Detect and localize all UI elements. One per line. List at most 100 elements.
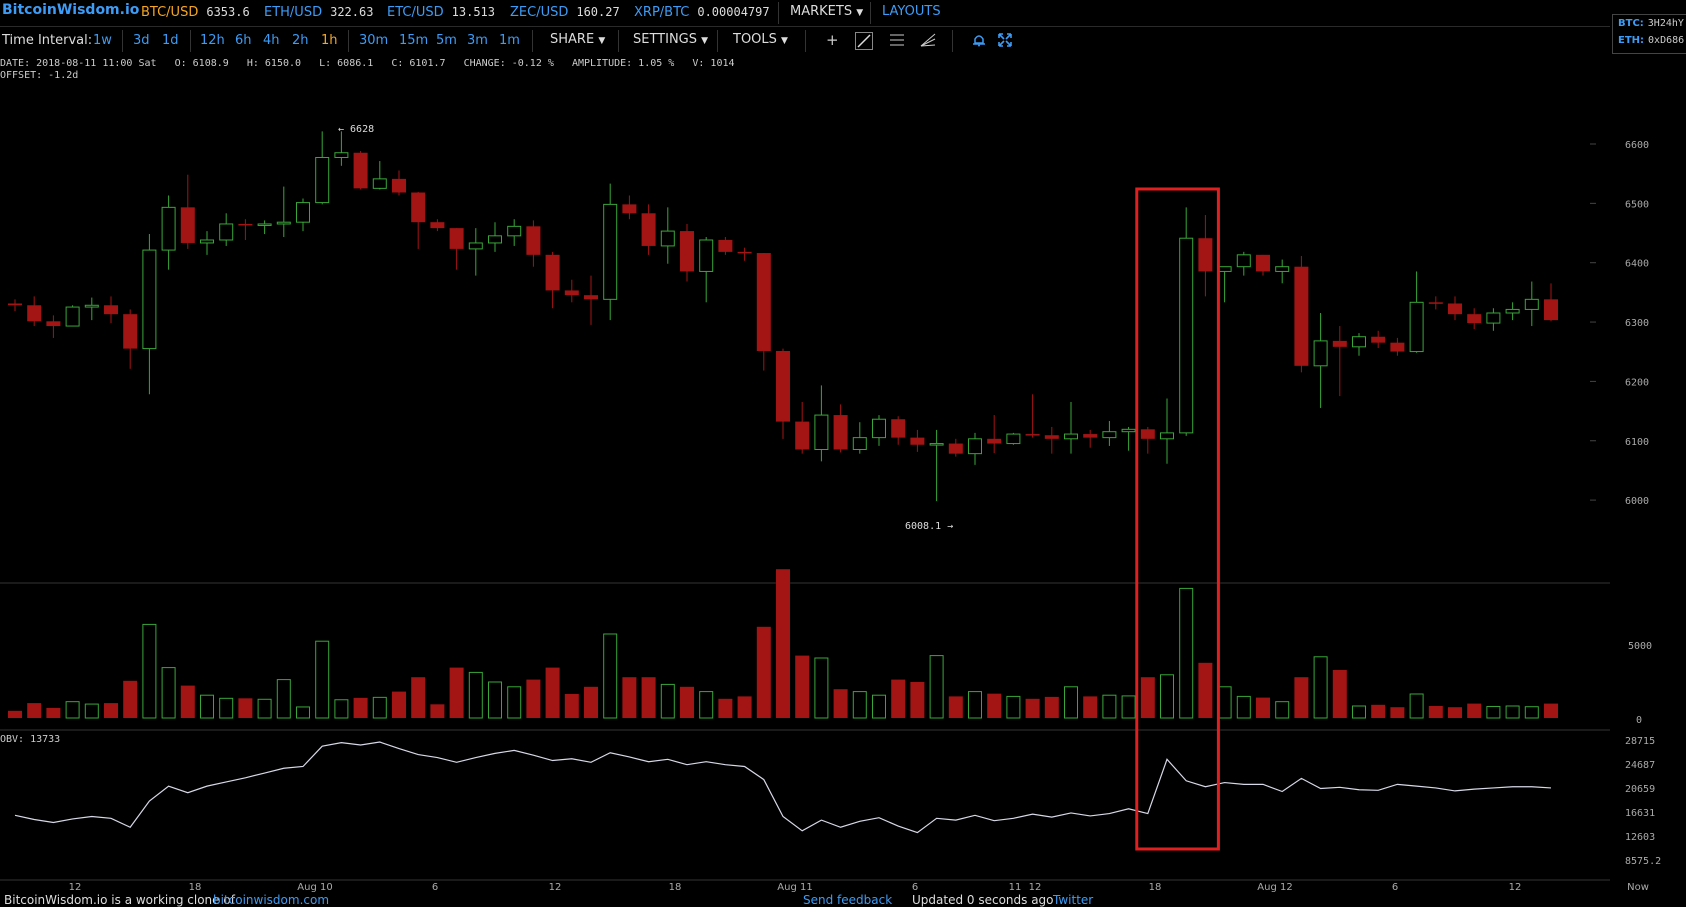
time-axis-label: 11 — [1009, 882, 1022, 893]
time-axis-label: 12 — [69, 882, 82, 893]
low-price-annotation: 6008.1 → — [905, 521, 953, 532]
tools-menu[interactable]: TOOLS ▼ — [733, 32, 788, 47]
interval-3d[interactable]: 3d — [133, 33, 150, 48]
candle-body — [968, 438, 982, 455]
interval-12h[interactable]: 12h — [200, 33, 225, 48]
eth-address-row[interactable]: ETH: 0xD686 — [1613, 32, 1686, 49]
volume-bar — [488, 681, 502, 719]
interval-15m[interactable]: 15m — [399, 33, 429, 48]
candle-body — [276, 221, 291, 225]
volume-bar — [238, 698, 253, 718]
candle-body — [372, 178, 387, 189]
interval-4h[interactable]: 4h — [263, 33, 280, 48]
divider — [805, 30, 806, 52]
crosshair-icon[interactable]: + — [826, 31, 839, 49]
time-axis-label: 18 — [669, 882, 682, 893]
price-axis-label: 6100 — [1625, 437, 1649, 448]
interval-3m[interactable]: 3m — [467, 33, 488, 48]
ticker-zec-usd[interactable]: ZEC/USD 160.27 — [510, 5, 620, 20]
volume-bar — [180, 685, 195, 718]
volume-bar — [756, 626, 771, 718]
btc-address-value: 3H24hY — [1647, 18, 1684, 29]
settings-menu[interactable]: SETTINGS ▼ — [633, 32, 708, 47]
obv-axis-label: 16631 — [1625, 808, 1655, 819]
eth-address-value: 0xD686 — [1648, 35, 1685, 46]
volume-axis-label: 5000 — [1628, 641, 1652, 652]
btc-address-row[interactable]: BTC: 3H24hY — [1613, 15, 1686, 32]
interval-1d[interactable]: 1d — [162, 33, 179, 48]
divider — [532, 30, 533, 52]
layouts-link[interactable]: LAYOUTS — [882, 4, 941, 19]
twitter-link[interactable]: Twitter — [1053, 893, 1094, 907]
divider — [717, 30, 718, 52]
candle-body — [1217, 266, 1232, 272]
candle-body — [948, 443, 963, 454]
volume-bar — [1390, 707, 1405, 718]
volume-bar — [104, 703, 118, 718]
candle-body — [1160, 432, 1174, 440]
candle-body — [756, 253, 771, 351]
candle-body — [123, 314, 138, 349]
price-axis-label: 6500 — [1625, 199, 1649, 210]
clone-link[interactable]: bitcoinwisdom.com — [213, 893, 330, 907]
candle-body — [776, 350, 790, 422]
fibonacci-fan-icon[interactable] — [920, 33, 936, 51]
ticker-value: 13.513 — [451, 5, 495, 19]
ticker-etc-usd[interactable]: ETC/USD 13.513 — [387, 5, 495, 20]
volume-bar — [737, 696, 752, 718]
time-axis-label: Aug 11 — [777, 882, 812, 893]
ticker-xrp-btc[interactable]: XRP/BTC 0.00004797 — [634, 5, 770, 20]
ticker-btc-usd[interactable]: BTC/USD 6353.6 — [141, 5, 250, 20]
candle-body — [545, 254, 560, 291]
candle-body — [929, 443, 944, 446]
divider — [778, 2, 779, 24]
ticker-symbol: XRP/BTC — [634, 5, 690, 20]
candle-body — [1083, 434, 1098, 438]
markets-menu[interactable]: MARKETS ▼ — [790, 4, 863, 19]
volume-bar — [699, 691, 714, 719]
share-menu[interactable]: SHARE ▼ — [550, 32, 605, 47]
candle-body — [1371, 336, 1386, 343]
volume-bar — [1160, 674, 1174, 719]
volume-bar — [200, 694, 214, 719]
alarm-bell-icon[interactable] — [972, 33, 986, 51]
volume-bar — [315, 640, 330, 719]
volume-bar — [372, 696, 387, 719]
volume-bar — [603, 633, 618, 719]
trendline-icon[interactable] — [855, 32, 873, 54]
horizontal-lines-icon[interactable] — [889, 33, 905, 51]
candle-body — [584, 295, 598, 300]
candle-info: DATE: 2018-08-11 11:00 Sat O: 6108.9 H: … — [0, 58, 735, 82]
divider — [190, 30, 191, 52]
volume-bar — [833, 689, 848, 718]
time-axis-label: 18 — [1149, 882, 1162, 893]
fullscreen-icon[interactable] — [998, 33, 1012, 51]
volume-bar — [353, 697, 368, 718]
divider — [122, 30, 123, 52]
highlight-box — [1135, 187, 1220, 851]
candle-body — [603, 203, 618, 300]
interval-1m[interactable]: 1m — [499, 33, 520, 48]
send-feedback-link[interactable]: Send feedback — [803, 893, 893, 907]
candle-body — [814, 414, 829, 450]
candle-body — [180, 207, 195, 243]
volume-bar — [910, 682, 925, 718]
time-axis-label: Now — [1627, 882, 1649, 893]
interval-5m[interactable]: 5m — [436, 33, 457, 48]
ticker-eth-usd[interactable]: ETH/USD 322.63 — [264, 5, 373, 20]
footer: BitcoinWisdom.io is a working clone of b… — [0, 893, 1686, 907]
candle-body — [737, 251, 752, 254]
price-axis-label: 6200 — [1625, 377, 1649, 388]
interval-30m[interactable]: 30m — [359, 33, 389, 48]
candle-body — [8, 303, 22, 306]
site-logo[interactable]: BitcoinWisdom.io — [2, 2, 140, 18]
interval-6h[interactable]: 6h — [235, 33, 252, 48]
volume-bar — [8, 710, 22, 718]
interval-1h[interactable]: 1h — [321, 33, 338, 48]
time-axis-label: 12 — [1029, 882, 1042, 893]
interval-2h[interactable]: 2h — [292, 33, 309, 48]
candle-body — [1524, 298, 1539, 310]
interval-1w[interactable]: 1w — [93, 33, 112, 48]
candle-body — [84, 304, 99, 308]
